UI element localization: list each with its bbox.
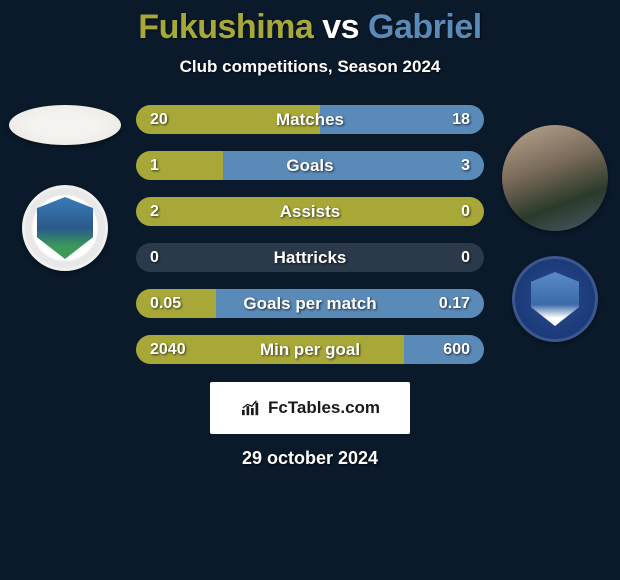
stats-section: 20Matches18 1Goals3 2Assists0 0Hattricks0 0.… <box>0 105 620 364</box>
stat-row: 2040Min per goal600 <box>136 335 484 364</box>
stat-value-right: 600 <box>430 341 470 359</box>
date-label: 29 october 2024 <box>242 448 378 469</box>
player2-club-logo <box>512 256 598 342</box>
player1-photo <box>9 105 121 145</box>
stat-row: 0.05Goals per match0.17 <box>136 289 484 318</box>
stat-rows: 20Matches18 1Goals3 2Assists0 0Hattricks0 0.… <box>136 105 484 364</box>
stat-value-right: 0.17 <box>430 295 470 313</box>
title-player1: Fukushima <box>138 8 313 46</box>
stat-row: 20Matches18 <box>136 105 484 134</box>
player1-club-logo <box>22 185 108 271</box>
player2-photo <box>502 125 608 231</box>
stat-row: 2Assists0 <box>136 197 484 226</box>
title-player2: Gabriel <box>368 8 482 46</box>
stat-value-right: 0 <box>430 203 470 221</box>
stat-row: 1Goals3 <box>136 151 484 180</box>
page-title: Fukushima vs Gabriel <box>138 8 481 47</box>
stat-value-right: 18 <box>430 111 470 129</box>
subtitle: Club competitions, Season 2024 <box>180 57 441 77</box>
comparison-card: Fukushima vs Gabriel Club competitions, … <box>0 0 620 469</box>
branding-badge: FcTables.com <box>210 382 410 434</box>
right-column <box>490 125 620 342</box>
stat-row: 0Hattricks0 <box>136 243 484 272</box>
stat-value-right: 3 <box>430 157 470 175</box>
title-vs: vs <box>322 8 359 46</box>
chart-icon <box>240 399 262 417</box>
branding-text: FcTables.com <box>268 398 380 418</box>
left-column <box>0 105 130 271</box>
stat-value-right: 0 <box>430 249 470 267</box>
